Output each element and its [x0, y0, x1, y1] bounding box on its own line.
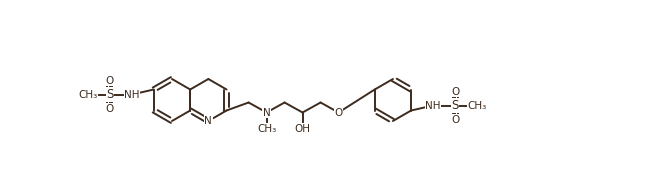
Text: NH: NH: [124, 90, 140, 100]
Text: CH₃: CH₃: [467, 100, 487, 110]
Text: O: O: [451, 87, 459, 97]
Text: O: O: [334, 107, 343, 117]
Text: O: O: [105, 75, 114, 85]
Text: O: O: [451, 115, 459, 125]
Text: CH₃: CH₃: [257, 124, 276, 134]
Text: OH: OH: [294, 124, 310, 134]
Text: N: N: [263, 107, 271, 117]
Text: N: N: [204, 116, 212, 126]
Text: NH: NH: [426, 100, 441, 110]
Text: S: S: [452, 99, 459, 112]
Text: CH₃: CH₃: [78, 90, 97, 100]
Text: S: S: [106, 88, 113, 101]
Text: O: O: [105, 103, 114, 114]
